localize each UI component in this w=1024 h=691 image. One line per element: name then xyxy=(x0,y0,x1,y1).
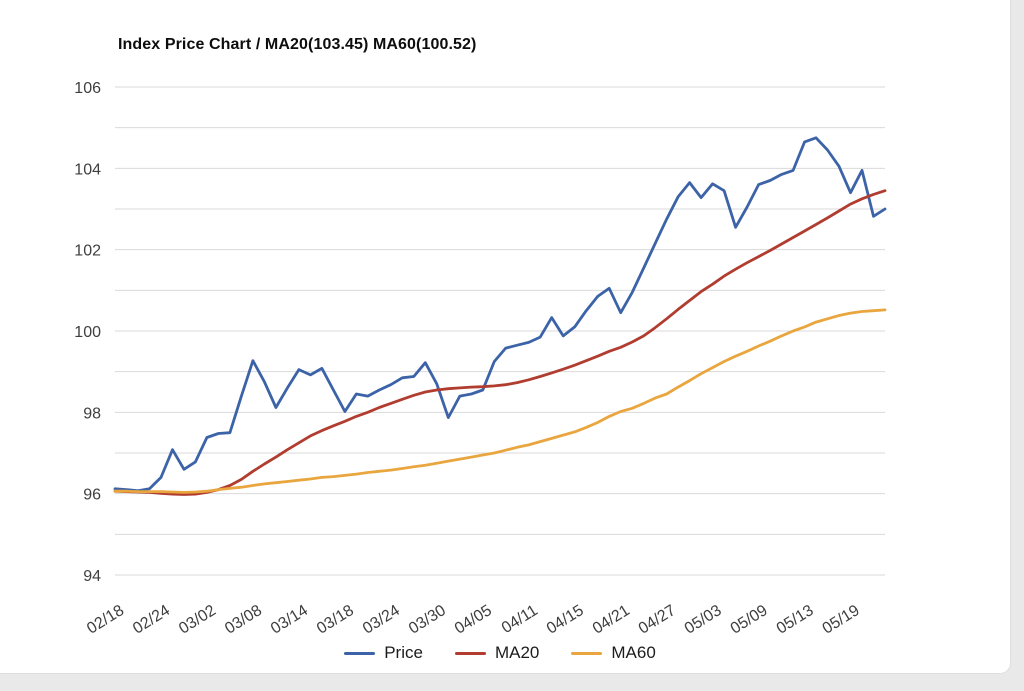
y-tick-label: 94 xyxy=(83,568,101,585)
x-tick-label: 02/18 xyxy=(84,602,127,636)
x-tick-label: 03/14 xyxy=(268,602,311,636)
ma60-line-swatch xyxy=(571,651,603,655)
legend-label-ma60: MA60 xyxy=(611,643,656,662)
series-line-ma20 xyxy=(113,189,887,496)
x-tick-label: 05/09 xyxy=(728,602,771,636)
legend-item-price[interactable]: Price xyxy=(344,643,423,663)
x-tick-label: 03/24 xyxy=(360,602,403,636)
legend-label-ma20: MA20 xyxy=(494,643,540,662)
y-tick-label: 100 xyxy=(74,324,101,341)
x-tick-label: 03/30 xyxy=(406,602,449,636)
x-tick-label: 04/15 xyxy=(544,602,587,636)
x-tick-label: 03/02 xyxy=(176,602,219,636)
legend-item-ma60[interactable]: MA60 xyxy=(571,643,656,663)
legend-label-price: Price xyxy=(384,643,423,662)
legend-item-ma20[interactable]: MA20 xyxy=(454,643,540,663)
y-tick-label: 104 xyxy=(74,161,101,178)
x-tick-label: 04/05 xyxy=(452,602,495,636)
y-tick-label: 98 xyxy=(83,405,101,422)
x-tick-label: 05/03 xyxy=(682,602,725,636)
y-tick-label: 106 xyxy=(74,80,101,97)
x-tick-label: 03/08 xyxy=(222,602,265,636)
page-title: Index Price Chart / MA20(103.45) MA60(10… xyxy=(118,36,477,53)
x-tick-label: 04/11 xyxy=(499,602,541,636)
x-tick-label: 05/13 xyxy=(774,602,817,636)
series-line-ma60 xyxy=(113,308,887,494)
y-tick-label: 96 xyxy=(83,487,101,504)
ma20-line-swatch xyxy=(454,651,486,655)
chart-window: Index Price Chart / MA20(103.45) MA60(10… xyxy=(0,0,1010,673)
x-tick-label: 05/19 xyxy=(820,602,863,636)
chart-legend: Price MA20 MA60 xyxy=(115,640,885,666)
x-tick-label: 03/18 xyxy=(314,602,357,636)
x-tick-label: 04/27 xyxy=(636,602,679,636)
y-tick-label: 102 xyxy=(74,243,101,260)
series-line-price xyxy=(113,136,887,493)
x-tick-label: 04/21 xyxy=(590,602,633,636)
price-line-swatch xyxy=(344,651,376,655)
x-tick-label: 02/24 xyxy=(130,602,173,636)
